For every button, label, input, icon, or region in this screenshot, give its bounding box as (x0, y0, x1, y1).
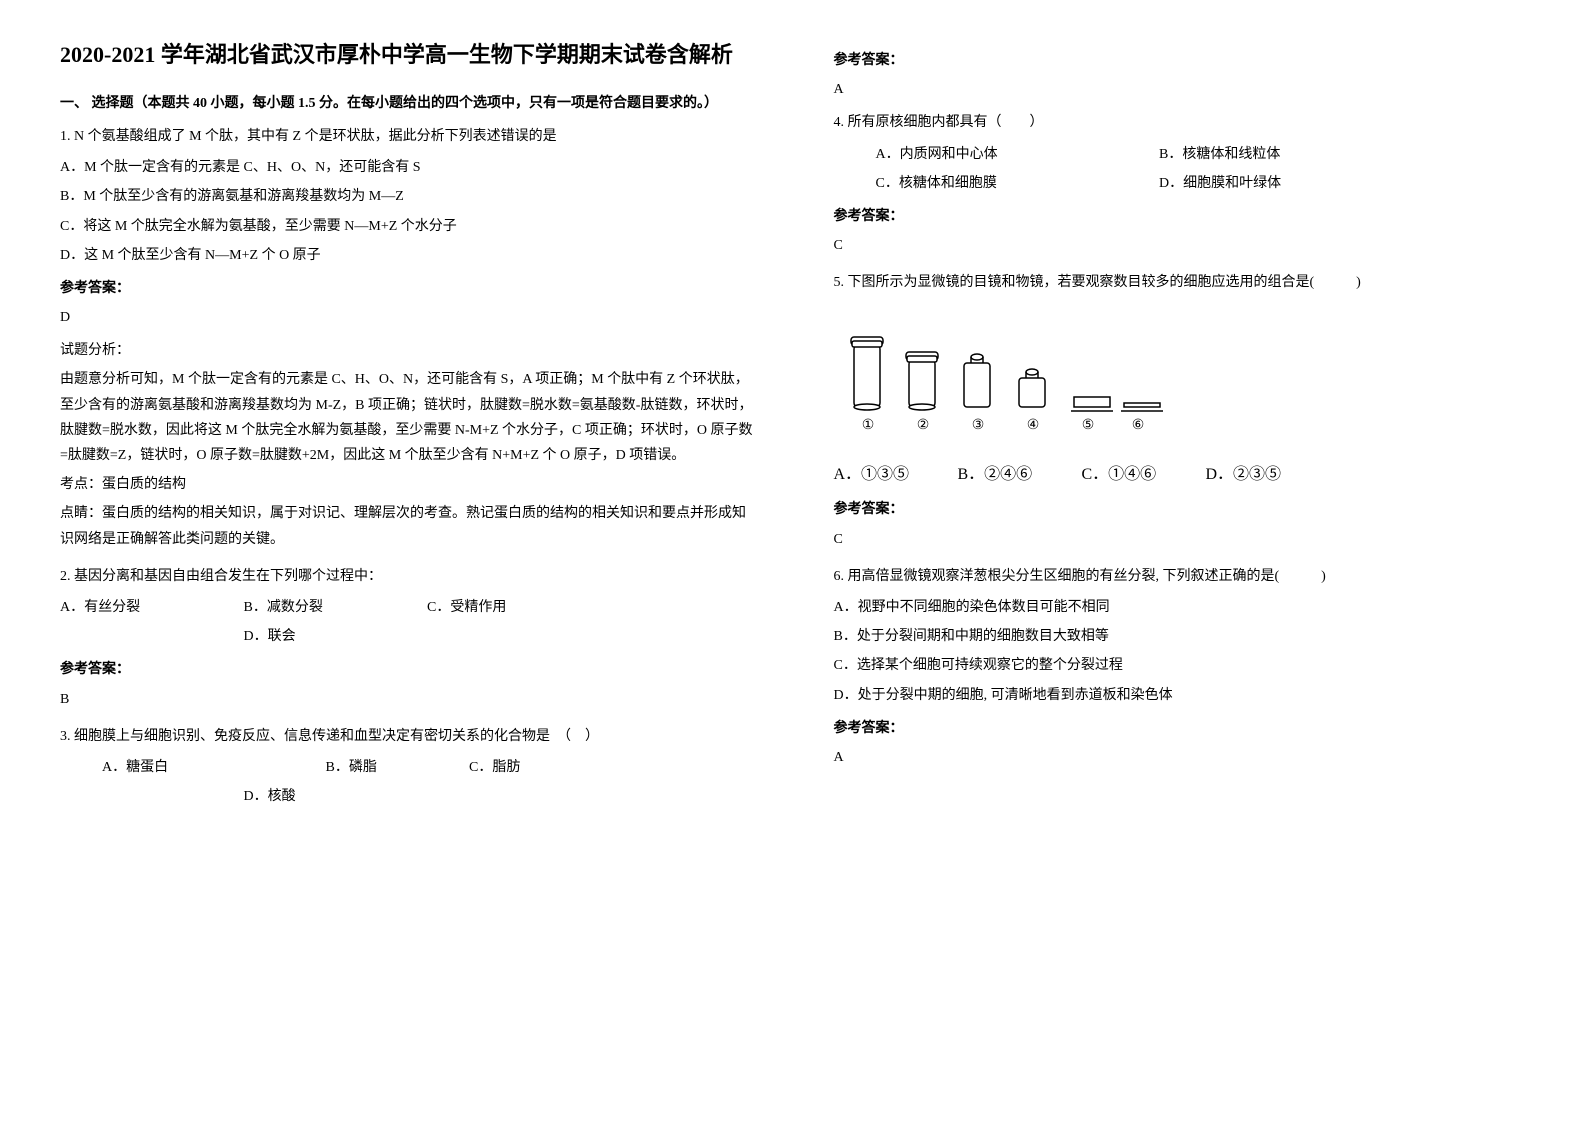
q2-answer: B (60, 687, 754, 712)
svg-text:⑥: ⑥ (1131, 418, 1144, 433)
q2-options: A．有丝分裂 B．减数分裂 C．受精作用 (60, 595, 754, 620)
q1-hint-text: 蛋白质的结构的相关知识，属于对识记、理解层次的考查。熟记蛋白质的结构的相关知识和… (60, 506, 746, 546)
q3-option-b: B．磷脂 (326, 755, 466, 780)
q1-exam-point-text: 蛋白质的结构 (102, 477, 186, 492)
q2-option-d: D．联会 (244, 629, 296, 644)
q1-analysis: 由题意分析可知，M 个肽一定含有的元素是 C、H、O、N，还可能含有 S，A 项… (60, 367, 754, 468)
q4-option-d: D．细胞膜和叶绿体 (1159, 176, 1281, 191)
q3-option-c: C．脂肪 (469, 755, 520, 780)
svg-text:③: ③ (971, 418, 984, 433)
right-column: 参考答案： A 4. 所有原核细胞内都具有（ ） A．内质网和中心体 B．核糖体… (834, 40, 1528, 821)
q4-option-c: C．核糖体和细胞膜 (876, 171, 1156, 196)
q2-option-c: C．受精作用 (427, 595, 506, 620)
q4-option-b: B．核糖体和线粒体 (1159, 147, 1280, 162)
q2-option-d-line: D．联会 (60, 624, 754, 649)
q6-option-c: C．选择某个细胞可持续观察它的整个分裂过程 (834, 653, 1528, 678)
q4-stem: 4. 所有原核细胞内都具有（ ） (834, 110, 1528, 135)
q4-options-2: C．核糖体和细胞膜 D．细胞膜和叶绿体 (834, 171, 1528, 196)
svg-text:②: ② (916, 418, 929, 433)
answer-label: 参考答案： (834, 716, 1528, 741)
q6-option-b: B．处于分裂间期和中期的细胞数目大致相等 (834, 624, 1528, 649)
answer-label: 参考答案： (60, 657, 754, 682)
q1-exam-point: 考点：蛋白质的结构 (60, 472, 754, 497)
exam-point-label: 考点： (60, 477, 102, 492)
q5-option-b: B．②④⑥ (958, 461, 1078, 490)
question-4: 4. 所有原核细胞内都具有（ ） A．内质网和中心体 B．核糖体和线粒体 C．核… (834, 110, 1528, 258)
q6-answer: A (834, 745, 1528, 770)
document-title: 2020-2021 学年湖北省武汉市厚朴中学高一生物下学期期末试卷含解析 (60, 40, 754, 71)
section-heading: 一、 选择题（本题共 40 小题，每小题 1.5 分。在每小题给出的四个选项中，… (60, 91, 754, 116)
hint-label: 点睛： (60, 506, 102, 521)
q1-option-a: A．M 个肽一定含有的元素是 C、H、O、N，还可能含有 S (60, 155, 754, 180)
q1-option-c: C．将这 M 个肽完全水解为氨基酸，至少需要 N—M+Z 个水分子 (60, 214, 754, 239)
question-2: 2. 基因分离和基因自由组合发生在下列哪个过程中： A．有丝分裂 B．减数分裂 … (60, 564, 754, 712)
q1-option-d: D．这 M 个肽至少含有 N—M+Z 个 O 原子 (60, 243, 754, 268)
q6-stem: 6. 用高倍显微镜观察洋葱根尖分生区细胞的有丝分裂, 下列叙述正确的是( ) (834, 564, 1528, 589)
answer-label: 参考答案： (834, 497, 1528, 522)
q1-option-b: B．M 个肽至少含有的游离氨基和游离羧基数均为 M—Z (60, 184, 754, 209)
q4-option-a: A．内质网和中心体 (876, 142, 1156, 167)
q2-stem: 2. 基因分离和基因自由组合发生在下列哪个过程中： (60, 564, 754, 589)
q5-option-a: A．①③⑤ (834, 461, 954, 490)
q2-option-a: A．有丝分裂 (60, 595, 240, 620)
q3-option-d: D．核酸 (244, 789, 296, 804)
svg-text:①: ① (861, 418, 874, 433)
answer-label: 参考答案： (834, 204, 1528, 229)
q2-option-b: B．减数分裂 (244, 595, 424, 620)
q5-option-c: C．①④⑥ (1082, 461, 1202, 490)
question-5: 5. 下图所示为显微镜的目镜和物镜，若要观察数目较多的细胞应选用的组合是( ) … (834, 270, 1528, 552)
q5-answer: C (834, 527, 1528, 552)
q5-option-d: D．②③⑤ (1206, 461, 1282, 490)
q3-options: A．糖蛋白 B．磷脂 C．脂肪 (60, 755, 754, 780)
q3-option-d-line: D．核酸 (60, 784, 754, 809)
q5-options: A．①③⑤ B．②④⑥ C．①④⑥ D．②③⑤ (834, 461, 1528, 490)
q1-stem: 1. N 个氨基酸组成了 M 个肽，其中有 Z 个是环状肽，据此分析下列表述错误… (60, 124, 754, 149)
question-6: 6. 用高倍显微镜观察洋葱根尖分生区细胞的有丝分裂, 下列叙述正确的是( ) A… (834, 564, 1528, 770)
q4-options-1: A．内质网和中心体 B．核糖体和线粒体 (834, 142, 1528, 167)
q1-hint: 点睛：蛋白质的结构的相关知识，属于对识记、理解层次的考查。熟记蛋白质的结构的相关… (60, 501, 754, 551)
q3-stem: 3. 细胞膜上与细胞识别、免疫反应、信息传递和血型决定有密切关系的化合物是 （ … (60, 724, 754, 749)
q4-answer: C (834, 233, 1528, 258)
q5-stem: 5. 下图所示为显微镜的目镜和物镜，若要观察数目较多的细胞应选用的组合是( ) (834, 270, 1528, 295)
question-3: 3. 细胞膜上与细胞识别、免疫反应、信息传递和血型决定有密切关系的化合物是 （ … (60, 724, 754, 810)
microscope-diagram: ① ② ③ ④ ⑤ ⑥ (834, 312, 1194, 442)
q3-option-a: A．糖蛋白 (102, 755, 322, 780)
svg-text:⑤: ⑤ (1081, 418, 1094, 433)
q6-option-d: D．处于分裂中期的细胞, 可清晰地看到赤道板和染色体 (834, 683, 1528, 708)
svg-text:④: ④ (1026, 418, 1039, 433)
answer-label: 参考答案： (60, 276, 754, 301)
page-container: 2020-2021 学年湖北省武汉市厚朴中学高一生物下学期期末试卷含解析 一、 … (60, 40, 1527, 821)
q3-answer: A (834, 77, 1528, 102)
answer-label: 参考答案： (834, 48, 1528, 73)
q6-option-a: A．视野中不同细胞的染色体数目可能不相同 (834, 595, 1528, 620)
q1-answer: D (60, 305, 754, 330)
analysis-label: 试题分析： (60, 338, 754, 363)
question-1: 1. N 个氨基酸组成了 M 个肽，其中有 Z 个是环状肽，据此分析下列表述错误… (60, 124, 754, 552)
left-column: 2020-2021 学年湖北省武汉市厚朴中学高一生物下学期期末试卷含解析 一、 … (60, 40, 754, 821)
